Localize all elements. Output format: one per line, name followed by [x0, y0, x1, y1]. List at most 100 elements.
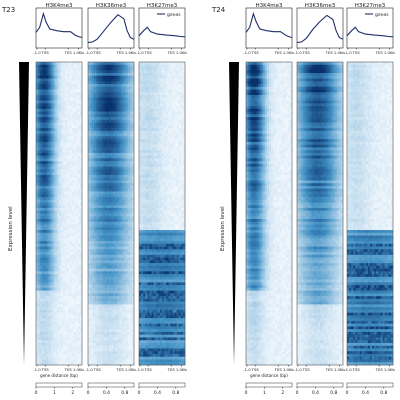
- heatmap-cell: [121, 199, 124, 203]
- heatmap-cell: [92, 166, 95, 170]
- heatmap-cell: [77, 271, 81, 275]
- heatmap-cell: [69, 73, 72, 77]
- heatmap-cell: [75, 95, 79, 99]
- heatmap-cell: [90, 86, 93, 90]
- heatmap-cell: [119, 331, 122, 335]
- heatmap-cell: [44, 353, 47, 358]
- heatmap-cell: [61, 241, 64, 245]
- heatmap-cell: [108, 172, 112, 176]
- heatmap-cell: [121, 158, 124, 162]
- heatmap-cell: [79, 246, 83, 250]
- heatmap-cell: [44, 111, 47, 115]
- heatmap-cell: [52, 351, 56, 355]
- heatmap-cell: [54, 329, 58, 333]
- heatmap-cell: [69, 122, 72, 126]
- heatmap-cell: [79, 125, 83, 129]
- heatmap-cell: [50, 196, 54, 201]
- heatmap-cell: [79, 249, 83, 253]
- heatmap-cell: [131, 152, 135, 156]
- heatmap-cell: [111, 279, 114, 283]
- heatmap-cell: [88, 238, 91, 242]
- heatmap-cell: [79, 318, 83, 322]
- heatmap-cell: [129, 216, 133, 220]
- heatmap-cell: [129, 348, 133, 352]
- heatmap-cell: [75, 81, 79, 85]
- heatmap-cell: [115, 213, 118, 217]
- heatmap-cell: [106, 276, 110, 280]
- heatmap-cell: [96, 359, 99, 363]
- heatmap-cell: [48, 174, 51, 178]
- heatmap-cell: [98, 205, 101, 209]
- heatmap-cell: [59, 95, 62, 99]
- heatmap-cell: [48, 232, 51, 236]
- heatmap-cell: [61, 268, 64, 272]
- heatmap-cell: [98, 108, 101, 112]
- heatmap-cell: [98, 271, 101, 275]
- heatmap-cell: [63, 285, 66, 289]
- heatmap-cell: [90, 238, 93, 242]
- heatmap-cell: [56, 268, 60, 272]
- heatmap-cell: [111, 337, 114, 341]
- heatmap-cell: [129, 64, 133, 68]
- heatmap-cell: [108, 196, 112, 201]
- heatmap-cell: [104, 276, 108, 280]
- heatmap-cell: [104, 287, 108, 291]
- heatmap-cell: [149, 70, 152, 74]
- heatmap-cell: [65, 75, 68, 79]
- heatmap-cell: [108, 241, 112, 245]
- heatmap-cell: [115, 147, 118, 151]
- heatmap-cell: [63, 296, 66, 300]
- heatmap-cell: [65, 158, 68, 162]
- heatmap-cell: [90, 103, 93, 107]
- heatmap-cell: [129, 320, 133, 324]
- heatmap-cell: [108, 279, 112, 283]
- heatmap-cell: [94, 194, 97, 198]
- heatmap-cell: [90, 147, 93, 151]
- heatmap-cell: [36, 265, 39, 269]
- heatmap-cell: [131, 238, 135, 242]
- heatmap-cell: [121, 177, 124, 181]
- heatmap-cell: [119, 144, 122, 148]
- heatmap-cell: [113, 92, 116, 96]
- heatmap-cell: [52, 271, 56, 275]
- heatmap-cell: [59, 219, 62, 223]
- heatmap-cell: [111, 163, 114, 167]
- heatmap-cell: [123, 122, 126, 126]
- heatmap-cell: [44, 81, 47, 85]
- heatmap-cell: [38, 100, 41, 104]
- heatmap-cell: [42, 337, 45, 341]
- heatmap-cell: [46, 219, 49, 223]
- heatmap-cell: [90, 161, 93, 165]
- heatmap-cell: [111, 185, 114, 189]
- heatmap-cell: [92, 279, 95, 283]
- heatmap-cell: [67, 194, 70, 198]
- heatmap-cell: [59, 293, 62, 297]
- heatmap-cell: [67, 348, 70, 352]
- heatmap-cell: [119, 312, 122, 316]
- heatmap-cell: [69, 92, 72, 96]
- heatmap-cell: [125, 263, 129, 267]
- heatmap-cell: [73, 213, 77, 217]
- heatmap-cell: [111, 210, 114, 214]
- heatmap-cell: [44, 64, 47, 68]
- heatmap-cell: [56, 227, 60, 231]
- heatmap-cell: [106, 163, 110, 167]
- heatmap-cell: [56, 241, 60, 245]
- heatmap-cell: [96, 163, 99, 167]
- heatmap-cell: [69, 320, 72, 324]
- heatmap-cell: [106, 296, 110, 300]
- heatmap-cell: [129, 331, 133, 335]
- heatmap-cell: [63, 136, 66, 140]
- heatmap-cell: [111, 271, 114, 275]
- heatmap-cell: [88, 359, 91, 363]
- heatmap-cell: [131, 86, 135, 90]
- heatmap-cell: [36, 108, 39, 112]
- heatmap-cell: [94, 106, 97, 110]
- heatmap-cell: [88, 73, 91, 77]
- heatmap-cell: [65, 202, 68, 206]
- heatmap-cell: [65, 205, 68, 209]
- heatmap-cell: [106, 180, 110, 184]
- heatmap-cell: [106, 320, 110, 324]
- heatmap-cell: [125, 230, 129, 234]
- heatmap-cell: [71, 81, 74, 85]
